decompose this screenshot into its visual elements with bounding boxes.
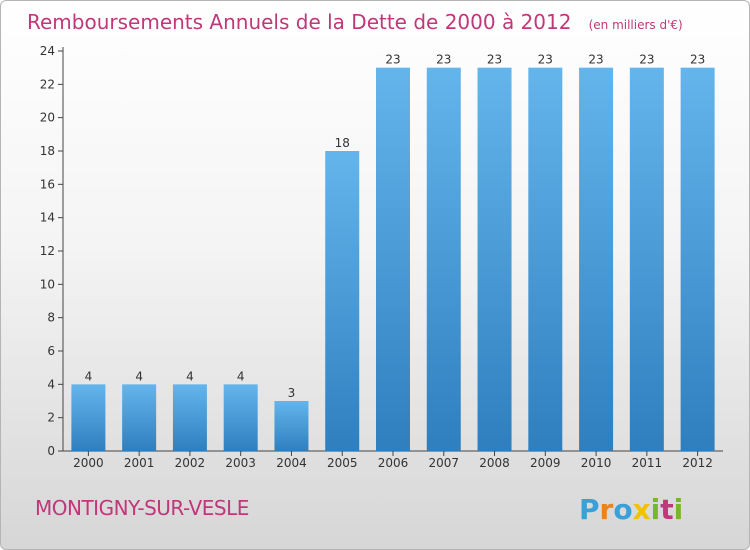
x-tick-label: 2009 [530, 456, 561, 470]
y-tick-label: 20 [40, 111, 55, 125]
data-label: 23 [538, 53, 553, 67]
y-tick-label: 22 [40, 77, 55, 91]
bar [579, 67, 614, 452]
proxiti-logo: Proxiti [579, 493, 683, 526]
x-tick-label: 2010 [581, 456, 612, 470]
x-tick-label: 2011 [632, 456, 663, 470]
chart-data-labels: 4 4 4 4 3 18 23 23 23 23 23 23 23 [85, 53, 706, 400]
logo-letter: o [613, 493, 632, 526]
data-label: 4 [186, 369, 194, 383]
bar [223, 384, 258, 451]
bar [325, 151, 360, 451]
bar [629, 67, 664, 452]
y-tick-label: 10 [40, 277, 55, 291]
logo-letter: P [579, 493, 600, 526]
chart-x-tick-labels: 2000 2001 2002 2003 2004 2005 2006 2007 2008 2009… [73, 456, 713, 470]
bar [528, 67, 563, 452]
y-tick-label: 12 [40, 244, 55, 258]
x-tick-label: 2004 [276, 456, 307, 470]
x-tick-label: 2002 [175, 456, 206, 470]
y-tick-label: 24 [40, 44, 55, 58]
y-tick-label: 14 [40, 211, 55, 225]
bar [274, 401, 309, 451]
data-label: 4 [85, 369, 93, 383]
bar [426, 67, 461, 452]
bar [477, 67, 512, 452]
bar [376, 67, 410, 452]
chart-unit-text: (en milliers d'€) [589, 18, 683, 32]
x-tick-label: 2008 [479, 456, 510, 470]
y-tick-label: 6 [47, 344, 55, 358]
x-tick-label: 2005 [327, 456, 358, 470]
y-tick-label: 16 [40, 177, 55, 191]
data-label: 23 [385, 53, 400, 67]
x-tick-label: 2007 [428, 456, 459, 470]
data-label: 4 [135, 369, 143, 383]
data-label: 3 [288, 386, 296, 400]
data-label: 23 [690, 53, 705, 67]
x-tick-label: 2000 [73, 456, 104, 470]
chart-title: Remboursements Annuels de la Dette de 20… [27, 10, 683, 34]
x-tick-label: 2003 [225, 456, 256, 470]
logo-letter: t [660, 493, 673, 526]
logo-letter: x [633, 493, 651, 526]
logo-letter: i [674, 493, 684, 526]
commune-name: MONTIGNY-SUR-VESLE [35, 496, 249, 520]
logo-letter: r [600, 493, 614, 526]
x-tick-label: 2001 [124, 456, 155, 470]
x-tick-label: 2012 [682, 456, 713, 470]
y-tick-label: 18 [40, 144, 55, 158]
data-label: 23 [436, 53, 451, 67]
bar [680, 67, 715, 452]
y-tick-label: 0 [47, 444, 55, 458]
data-label: 23 [639, 53, 654, 67]
data-label: 23 [487, 53, 502, 67]
y-tick-label: 8 [47, 311, 55, 325]
bar [71, 384, 106, 451]
data-label: 23 [588, 53, 603, 67]
y-tick-label: 4 [47, 377, 55, 391]
chart-bars [71, 67, 715, 452]
data-label: 18 [335, 136, 350, 150]
chart-title-text: Remboursements Annuels de la Dette de 20… [27, 10, 571, 34]
y-tick-label: 2 [47, 411, 55, 425]
bar [172, 384, 207, 451]
x-tick-label: 2006 [378, 456, 409, 470]
data-label: 4 [237, 369, 245, 383]
logo-letter: i [651, 493, 661, 526]
bar [122, 384, 157, 451]
